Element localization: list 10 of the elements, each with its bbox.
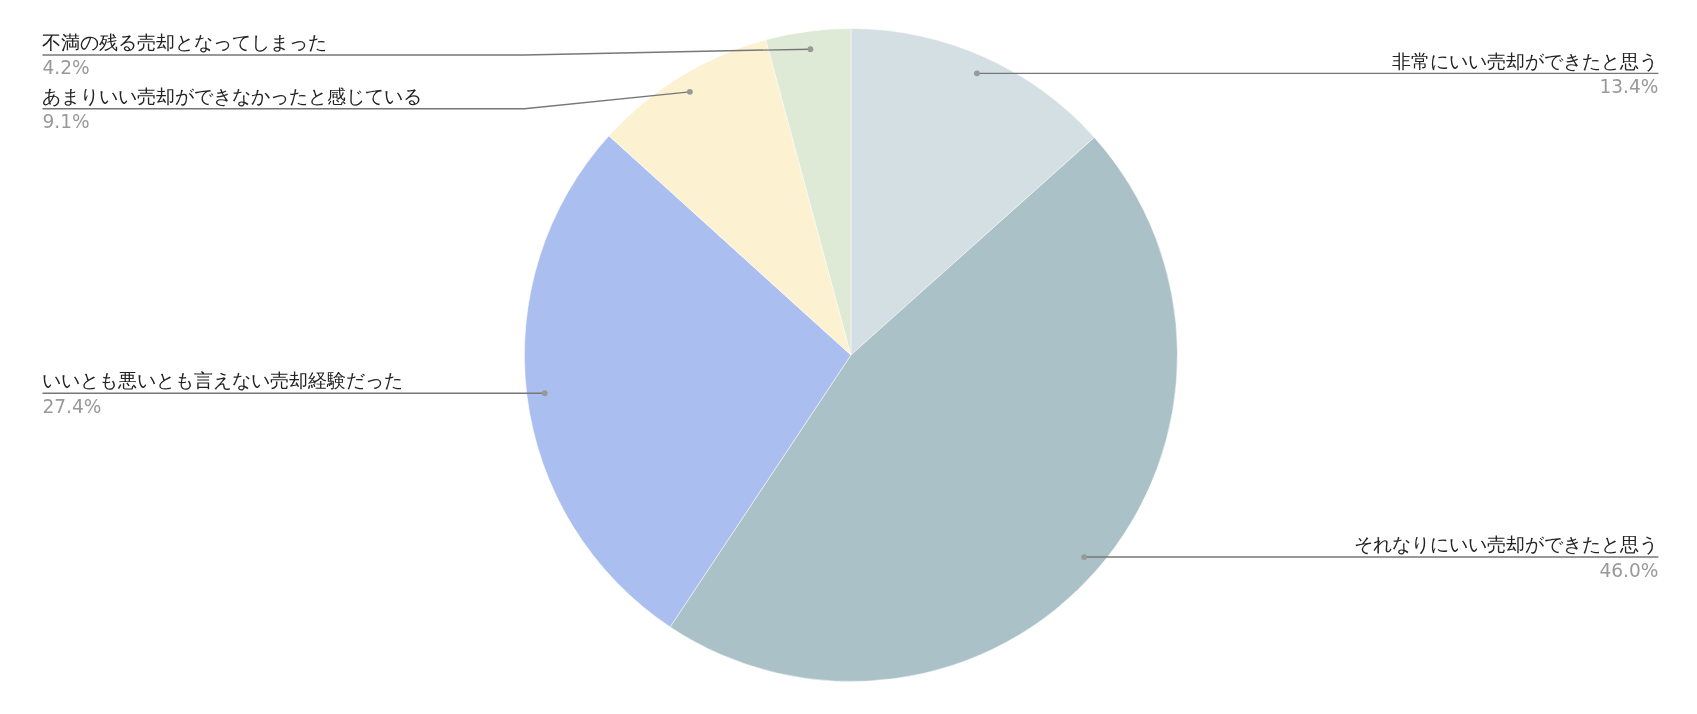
data-label: 13.4% (1599, 75, 1659, 97)
slice-label: 非常にいい売却ができたと思う (1392, 50, 1659, 72)
data-label: 46.0% (1599, 559, 1659, 581)
data-label: 27.4% (42, 395, 102, 417)
slice-label: いいとも悪いとも言えない売却経験だった (42, 370, 404, 392)
data-label: 9.1% (42, 111, 90, 133)
slice-label: あまりいい売却ができなかったと感じている (42, 85, 423, 107)
slice-label: 不満の残る売却となってしまった (42, 32, 328, 54)
data-label: 4.2% (42, 57, 90, 79)
slice-label: それなりにいい売却ができたと思う (1354, 534, 1659, 556)
